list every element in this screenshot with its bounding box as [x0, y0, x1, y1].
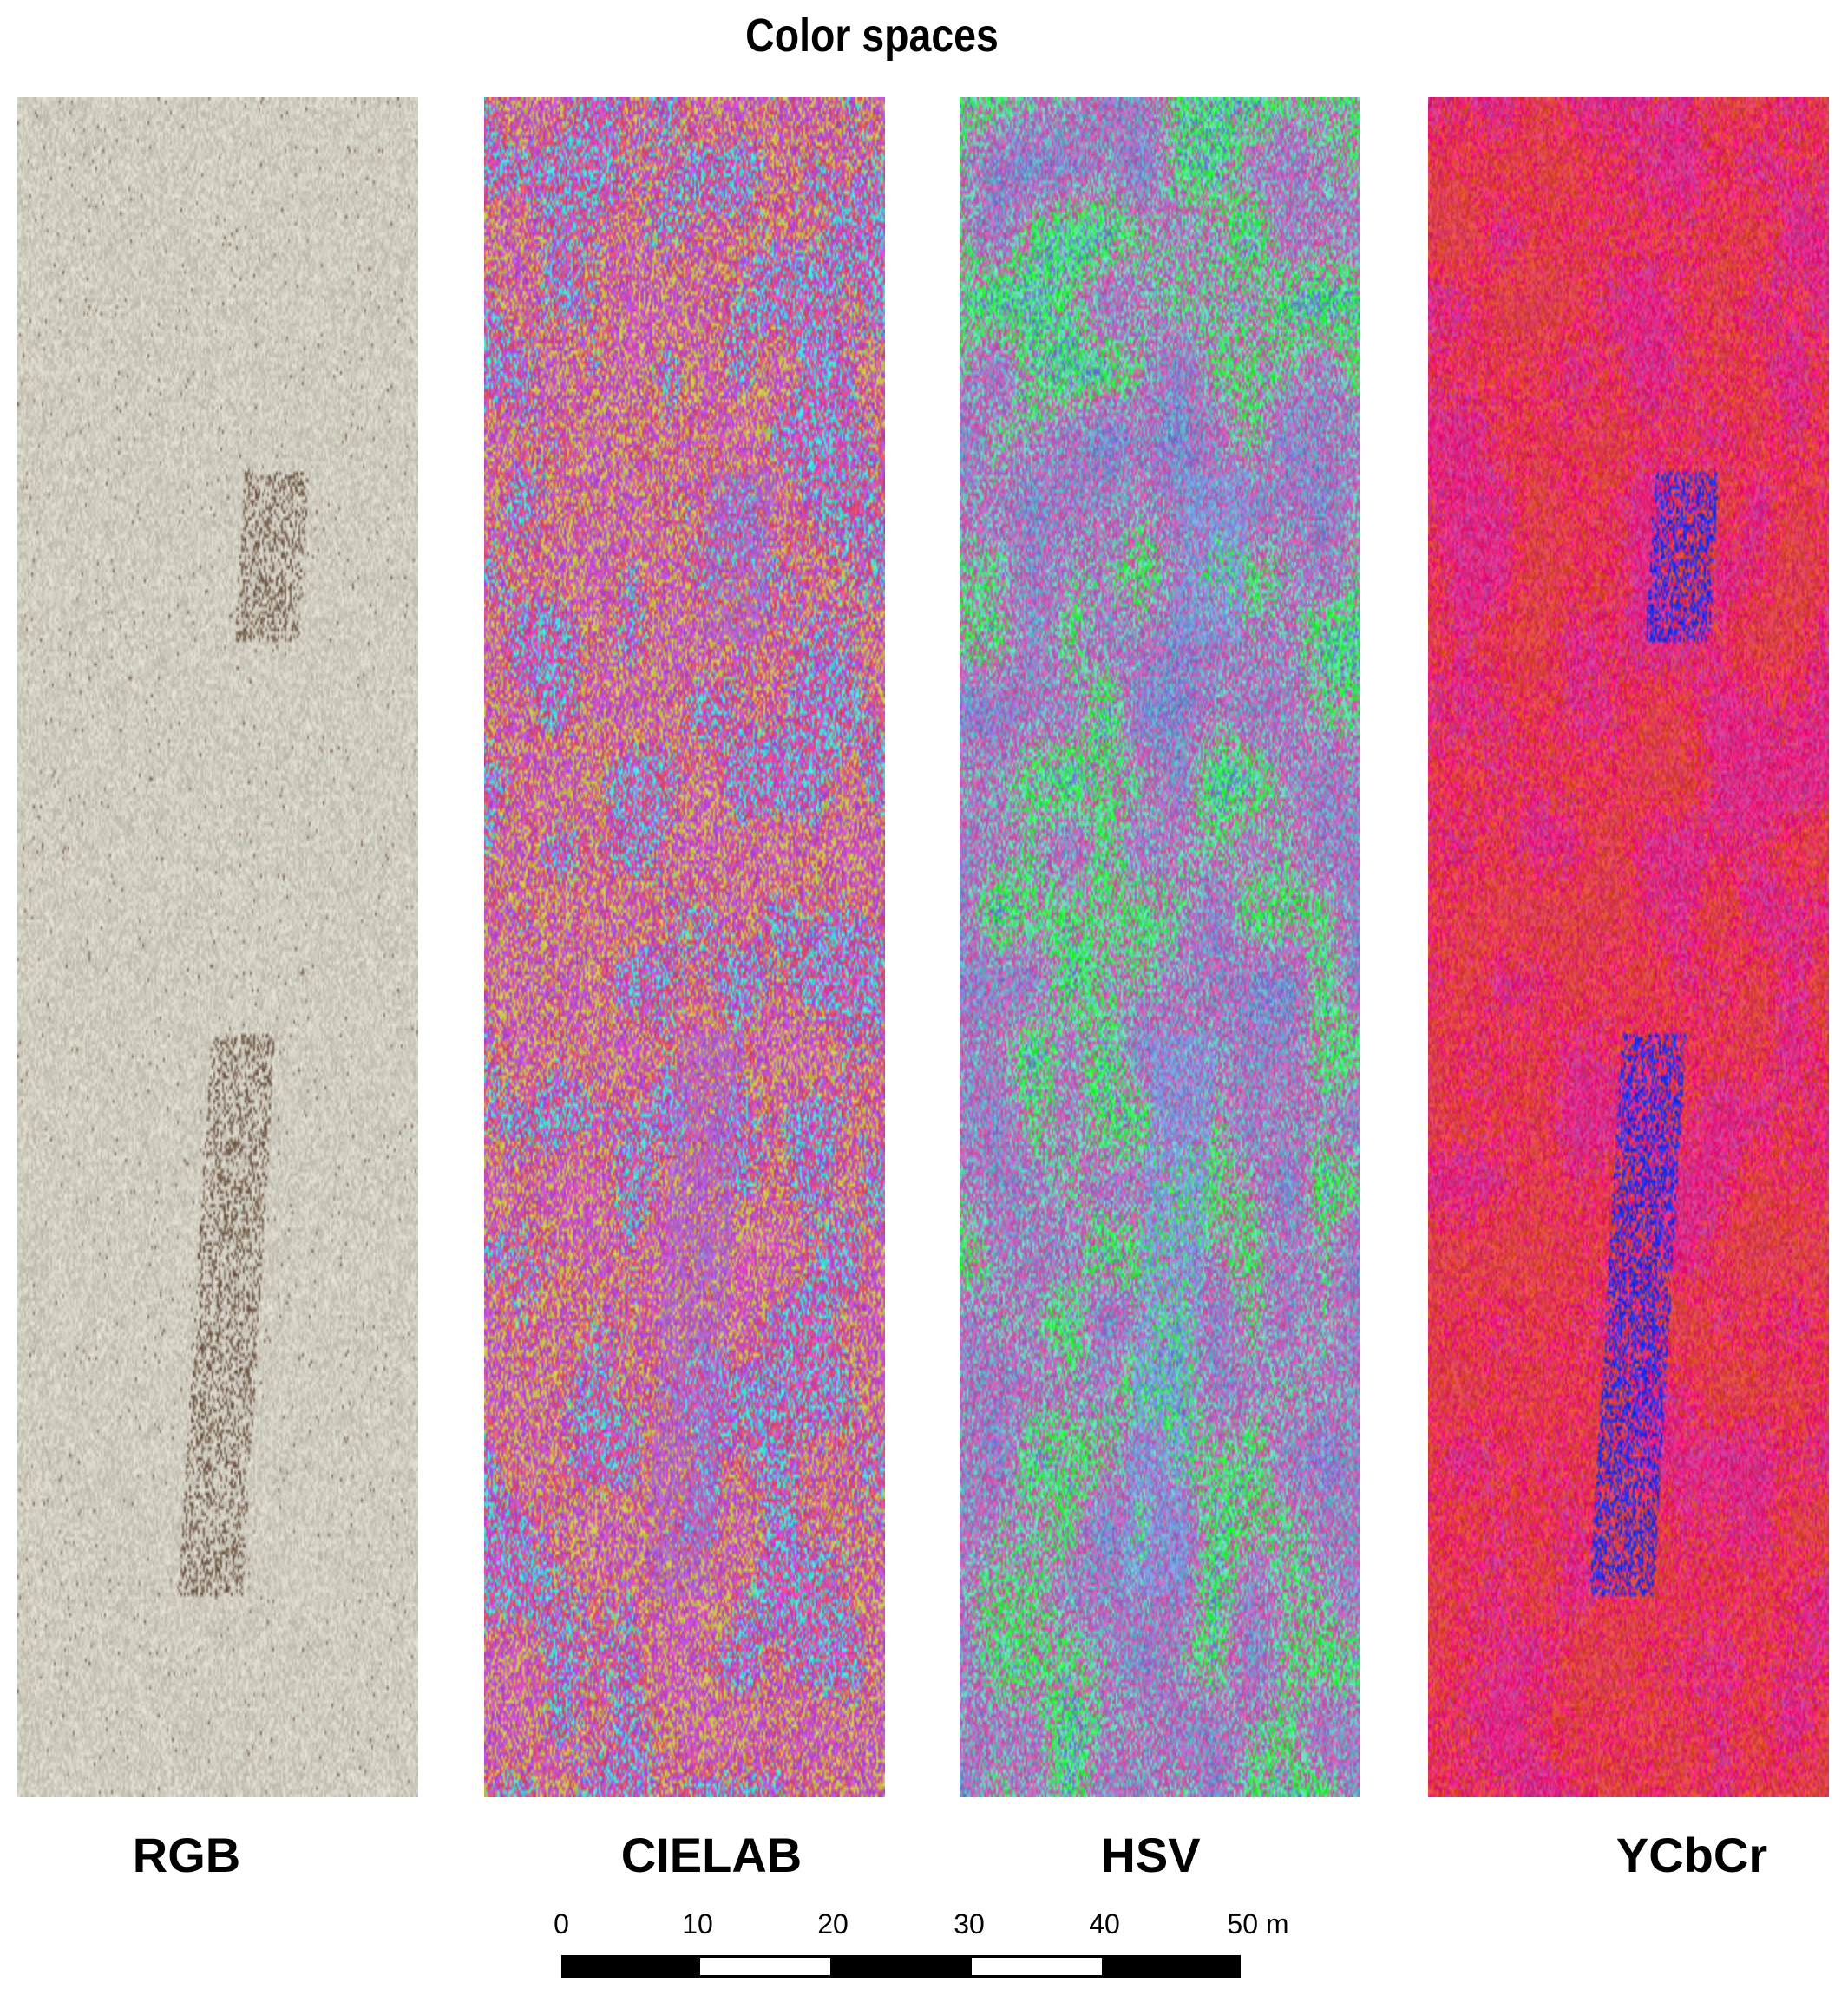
- scale-tick-label: 30: [953, 1908, 985, 1940]
- ycbcr-label: YCbCr: [1615, 1828, 1768, 1882]
- hsv-image-panel: [960, 97, 1360, 1797]
- scale-tick-label: 0: [554, 1908, 569, 1940]
- scale-segment: [1104, 1955, 1241, 1978]
- cielab-image-panel: [484, 97, 885, 1797]
- scale-tick-label: 40: [1089, 1908, 1120, 1940]
- scale-segment: [833, 1955, 969, 1978]
- rgb-image-panel: [17, 97, 418, 1797]
- cielab-image: [484, 97, 885, 1797]
- scale-segment: [969, 1955, 1104, 1978]
- ycbcr-image: [1428, 97, 1829, 1797]
- hsv-label: HSV: [1100, 1828, 1201, 1882]
- rgb-image: [17, 97, 418, 1797]
- scale-tick-label: 20: [817, 1908, 849, 1940]
- rgb-label: RGB: [132, 1828, 241, 1882]
- cielab-label: CIELAB: [620, 1828, 803, 1882]
- scale-segment: [561, 1955, 698, 1978]
- ycbcr-image-panel: [1428, 97, 1829, 1797]
- scale-tick-label: 10: [682, 1908, 713, 1940]
- figure-title: Color spaces: [745, 10, 999, 62]
- scale-segment: [698, 1955, 833, 1978]
- hsv-image: [960, 97, 1360, 1797]
- scale-tick-label: 50 m: [1227, 1908, 1289, 1940]
